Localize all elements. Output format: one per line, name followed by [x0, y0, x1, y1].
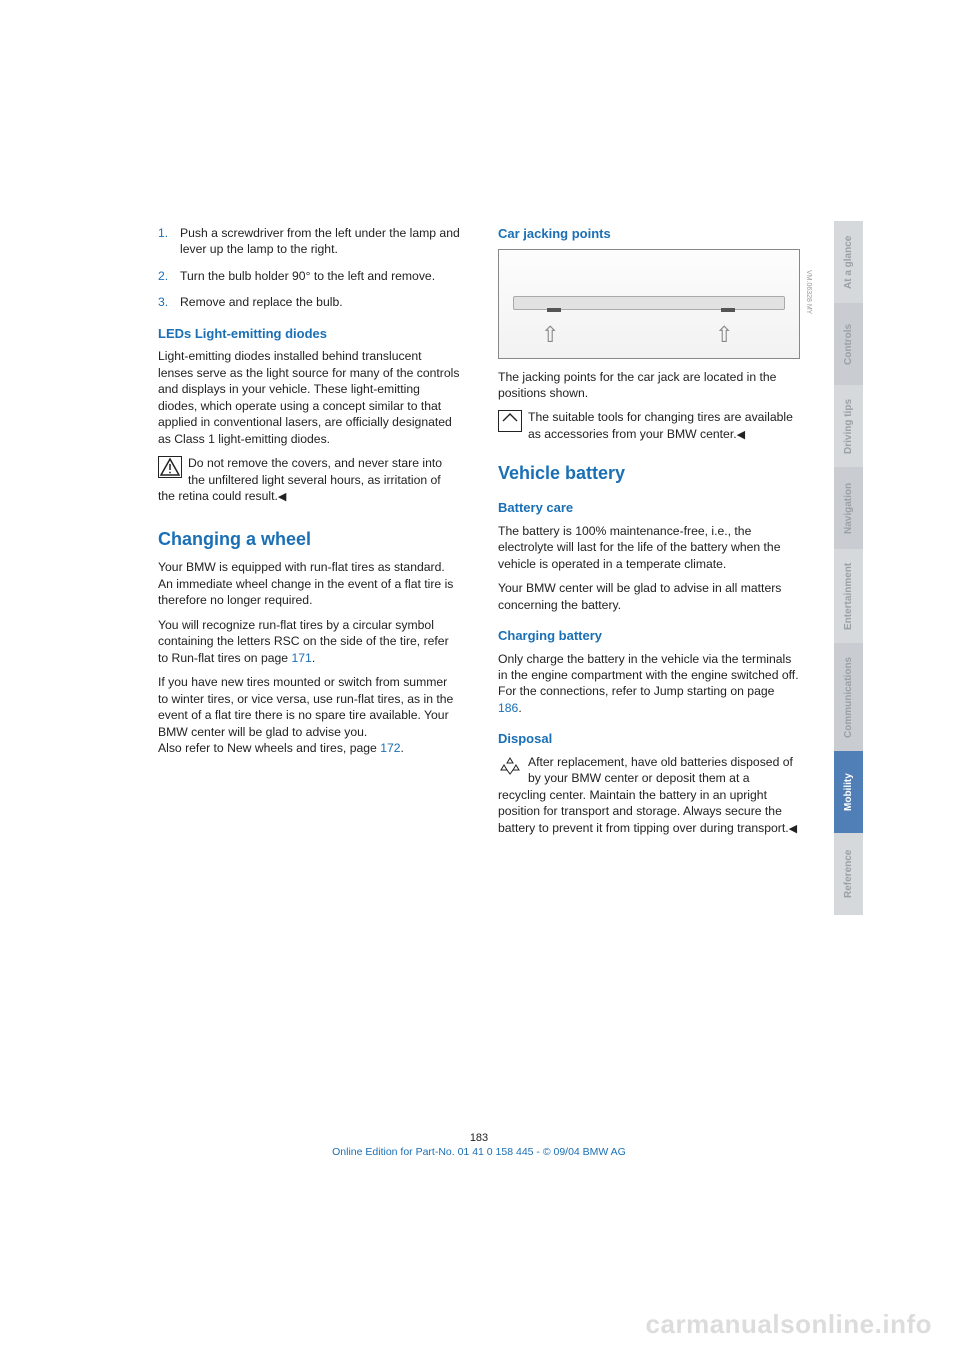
- step-text: Remove and replace the bulb.: [180, 294, 343, 310]
- footer-line: Online Edition for Part-No. 01 41 0 158 …: [332, 1146, 626, 1158]
- step-text: Push a screwdriver from the left under t…: [180, 225, 460, 258]
- vehicle-battery-heading: Vehicle battery: [498, 461, 800, 485]
- section-tab[interactable]: Mobility: [834, 751, 863, 833]
- page-link-186[interactable]: 186: [498, 701, 518, 715]
- page-link-172[interactable]: 172: [380, 741, 400, 755]
- page-footer: 183 Online Edition for Part-No. 01 41 0 …: [158, 1132, 800, 1158]
- section-tab[interactable]: Driving tips: [834, 385, 863, 467]
- info-text: The suitable tools for changing tires ar…: [528, 410, 793, 440]
- warning-note: Do not remove the covers, and never star…: [158, 455, 460, 505]
- wheel-p3: If you have new tires mounted or switch …: [158, 674, 460, 756]
- step-number: 2.: [158, 268, 180, 284]
- section-tab[interactable]: At a glance: [834, 221, 863, 303]
- end-marker-icon: ◀: [278, 490, 286, 505]
- disposal-heading: Disposal: [498, 730, 800, 748]
- care-p2: Your BMW center will be glad to advise i…: [498, 580, 800, 613]
- up-arrow-icon: ⇧: [715, 320, 733, 350]
- jack-point-mark: [547, 308, 561, 312]
- section-tab[interactable]: Entertainment: [834, 549, 863, 643]
- care-p1: The battery is 100% maintenance-free, i.…: [498, 523, 800, 572]
- up-arrow-icon: ⇧: [541, 320, 559, 350]
- body-text: .: [401, 741, 404, 755]
- bulb-steps-list: 1. Push a screwdriver from the left unde…: [158, 225, 460, 311]
- charging-battery-heading: Charging battery: [498, 627, 800, 645]
- info-note: The suitable tools for changing tires ar…: [498, 409, 800, 442]
- manual-page: 1. Push a screwdriver from the left unde…: [0, 0, 960, 1358]
- end-marker-icon: ◀: [789, 822, 797, 837]
- body-text: Also refer to New wheels and tires, page: [158, 741, 380, 755]
- recycle-icon: [498, 755, 522, 777]
- battery-care-heading: Battery care: [498, 499, 800, 517]
- content-columns: 1. Push a screwdriver from the left unde…: [158, 225, 800, 847]
- section-tab[interactable]: Controls: [834, 303, 863, 385]
- charging-paragraph: Only charge the battery in the vehicle v…: [498, 651, 800, 717]
- right-column: Car jacking points ⇧ ⇧ VM.06328 MY The j…: [498, 225, 800, 847]
- body-text: If you have new tires mounted or switch …: [158, 675, 453, 738]
- led-paragraph: Light-emitting diodes installed behind t…: [158, 348, 460, 447]
- disposal-text: After replacement, have old batteries di…: [498, 755, 793, 835]
- section-tab[interactable]: Navigation: [834, 467, 863, 549]
- left-column: 1. Push a screwdriver from the left unde…: [158, 225, 460, 847]
- section-tabs: At a glanceControlsDriving tipsNavigatio…: [834, 221, 863, 915]
- body-text: .: [312, 651, 315, 665]
- warning-icon: [158, 456, 182, 478]
- page-number: 183: [158, 1132, 800, 1144]
- warning-text: Do not remove the covers, and never star…: [158, 456, 442, 503]
- page-link-171[interactable]: 171: [291, 651, 311, 665]
- end-marker-icon: ◀: [737, 428, 745, 443]
- section-tab[interactable]: Reference: [834, 833, 863, 915]
- body-text: .: [518, 701, 521, 715]
- step-number: 1.: [158, 225, 180, 258]
- body-text: Only charge the battery in the vehicle v…: [498, 652, 799, 699]
- car-jacking-heading: Car jacking points: [498, 225, 800, 243]
- wheel-p1: Your BMW is equipped with run-flat tires…: [158, 559, 460, 608]
- list-item: 3. Remove and replace the bulb.: [158, 294, 460, 310]
- step-text: Turn the bulb holder 90° to the left and…: [180, 268, 435, 284]
- list-item: 2. Turn the bulb holder 90° to the left …: [158, 268, 460, 284]
- step-number: 3.: [158, 294, 180, 310]
- jack-point-mark: [721, 308, 735, 312]
- led-heading: LEDs Light-emitting diodes: [158, 325, 460, 343]
- figure-code: VM.06328 MY: [804, 270, 813, 314]
- jack-paragraph: The jacking points for the car jack are …: [498, 369, 800, 402]
- changing-wheel-heading: Changing a wheel: [158, 527, 460, 551]
- info-icon: [498, 410, 522, 432]
- wheel-p2: You will recognize run-flat tires by a c…: [158, 617, 460, 666]
- list-item: 1. Push a screwdriver from the left unde…: [158, 225, 460, 258]
- recycle-note: After replacement, have old batteries di…: [498, 754, 800, 837]
- car-jacking-figure: ⇧ ⇧ VM.06328 MY: [498, 249, 800, 359]
- watermark: carmanualsonline.info: [646, 1309, 932, 1340]
- section-tab[interactable]: Communications: [834, 643, 863, 751]
